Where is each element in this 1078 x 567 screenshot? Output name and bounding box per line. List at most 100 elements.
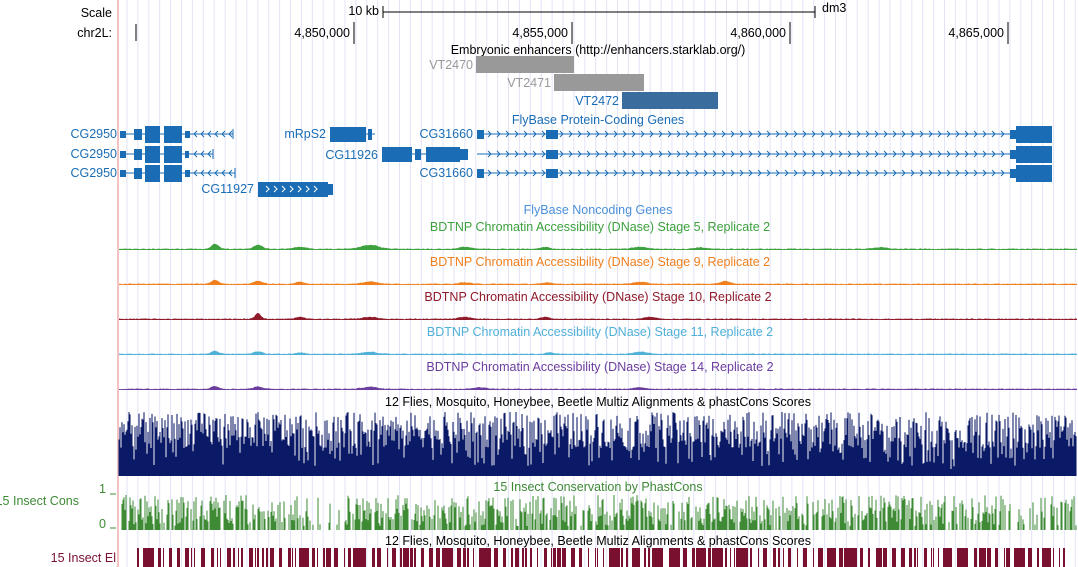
enhancer-label: VT2470 — [429, 58, 473, 72]
gene-cg2950-3[interactable]: CG2950 — [70, 165, 236, 182]
dnase-signal — [119, 350, 1077, 355]
chevron-arrow — [193, 150, 212, 158]
gene-exon — [460, 149, 468, 160]
multiz-alignment-track[interactable]: 12 Flies, Mosquito, Honeybee, Beetle Mul… — [118, 395, 1077, 476]
gene-cg2950-1[interactable]: CG2950 — [70, 126, 234, 143]
gene-label: CG11926 — [325, 148, 378, 162]
gene-exon — [134, 129, 142, 140]
enhancers-track-title: Embryonic enhancers (http://enhancers.st… — [451, 43, 746, 57]
dnase-signal — [119, 313, 1077, 320]
gene-cg31660-2[interactable]: CG31660 — [419, 146, 1052, 182]
axis-min-label: 0 — [99, 517, 106, 531]
chevron-arrow — [487, 169, 1005, 177]
gene-label: CG11927 — [201, 182, 254, 196]
gene-mrps2[interactable]: mRpS2 — [284, 127, 375, 142]
scale-label: Scale — [81, 6, 112, 20]
gene-exon — [134, 168, 142, 179]
gene-exon — [477, 130, 484, 139]
gene-exon — [1016, 126, 1052, 143]
dnase-track-title: BDTNP Chromatin Accessibility (DNase) St… — [427, 325, 773, 339]
dnase-stage11-track[interactable]: BDTNP Chromatin Accessibility (DNase) St… — [119, 325, 1077, 355]
chevron-arrow — [193, 169, 233, 177]
ruler-tick-label: 4,855,000 — [512, 26, 568, 40]
phastcons-track[interactable]: 15 Insect Conservation by PhastCons 15 I… — [0, 480, 1077, 531]
gene-exon — [368, 129, 372, 140]
gene-cg11926[interactable]: CG11926 — [325, 147, 468, 162]
strand-arrows — [487, 130, 1005, 138]
dnase-track-title: BDTNP Chromatin Accessibility (DNase) St… — [430, 255, 770, 269]
gene-exon — [164, 126, 182, 143]
gene-label: CG31660 — [419, 127, 473, 141]
base-position-ruler[interactable]: Scale chr2L: 10 kb dm3 4,850,000 4,855,0… — [77, 1, 1009, 44]
chrom-label: chr2L: — [77, 26, 112, 40]
gene-cg31660-1[interactable]: CG31660 — [419, 126, 1052, 143]
gene-exon — [185, 170, 190, 177]
enhancer-vt2471[interactable] — [554, 74, 644, 91]
conserved-elements-track[interactable]: 12 Flies, Mosquito, Honeybee, Beetle Mul… — [51, 534, 1065, 567]
gene-exon — [185, 151, 189, 158]
chevron-arrow — [487, 130, 1005, 138]
axis-max-label: 1 — [99, 482, 106, 496]
dnase-track-title: BDTNP Chromatin Accessibility (DNase) St… — [430, 220, 770, 234]
gene-cg2950-2[interactable]: CG2950 — [70, 146, 214, 163]
dnase-stage9-track[interactable]: BDTNP Chromatin Accessibility (DNase) St… — [119, 255, 1077, 285]
gene-exon — [1010, 130, 1016, 139]
gene-exon — [1010, 150, 1016, 159]
dnase-signal — [119, 243, 1077, 250]
gene-label: CG31660 — [419, 166, 473, 180]
multiz-signal — [118, 412, 1077, 476]
gene-exon — [326, 184, 333, 195]
gene-exon — [185, 131, 190, 138]
gene-exon — [546, 150, 558, 159]
gene-exon — [477, 169, 484, 178]
enhancer-label: VT2471 — [507, 76, 551, 90]
gene-exon — [164, 165, 182, 182]
chevron-arrow — [193, 130, 233, 138]
enhancer-vt2472[interactable] — [622, 92, 718, 109]
phastcons-signal — [121, 495, 1077, 530]
gene-cg11927[interactable]: CG11927 — [201, 182, 333, 197]
dnase-stage14-track[interactable]: BDTNP Chromatin Accessibility (DNase) St… — [119, 360, 1077, 390]
chevron-arrow — [487, 150, 1005, 158]
ruler-tick-label: 4,860,000 — [730, 26, 786, 40]
gene-label: CG2950 — [70, 127, 117, 141]
gene-exon — [382, 147, 412, 162]
protein-genes-track-title: FlyBase Protein-Coding Genes — [512, 113, 684, 127]
multiz-track-title: 12 Flies, Mosquito, Honeybee, Beetle Mul… — [385, 395, 811, 409]
enhancer-vt2470[interactable] — [476, 56, 574, 73]
gene-exon — [415, 149, 421, 160]
gene-exon — [546, 130, 558, 139]
dnase-signal — [119, 385, 1077, 390]
gene-exon — [1016, 146, 1052, 163]
gene-exon — [546, 169, 558, 178]
gene-exon — [145, 165, 160, 182]
gene-exon — [145, 146, 160, 163]
gene-exon — [120, 151, 126, 158]
gene-exon — [120, 170, 126, 177]
scale-value: 10 kb — [348, 4, 379, 18]
strand-arrows — [487, 169, 1005, 177]
noncoding-genes-track-title[interactable]: FlyBase Noncoding Genes — [524, 203, 673, 217]
phastcons-side-label: 15 Insect Cons — [0, 494, 79, 508]
phastcons-track-title: 15 Insect Conservation by PhastCons — [493, 480, 702, 494]
assembly-label: dm3 — [822, 1, 846, 15]
gene-exon — [134, 149, 142, 160]
strand-arrows — [193, 130, 233, 177]
dnase-stage5-track[interactable]: BDTNP Chromatin Accessibility (DNase) St… — [119, 220, 1077, 250]
elements-track-title: 12 Flies, Mosquito, Honeybee, Beetle Mul… — [385, 534, 811, 548]
strand-arrows — [487, 150, 1005, 158]
dnase-signal — [119, 279, 1077, 285]
protein-coding-genes-track[interactable]: FlyBase Protein-Coding Genes CG2950 CG29… — [70, 113, 1052, 197]
gene-exon — [1010, 169, 1016, 178]
gene-label: CG2950 — [70, 147, 117, 161]
elements-side-label: 15 Insect El — [51, 551, 116, 565]
gene-label: mRpS2 — [284, 127, 326, 141]
enhancers-track[interactable]: Embryonic enhancers (http://enhancers.st… — [429, 43, 745, 109]
gene-label: CG2950 — [70, 166, 117, 180]
dnase-track-title: BDTNP Chromatin Accessibility (DNase) St… — [426, 360, 773, 374]
gene-exon — [1016, 165, 1052, 182]
chevron-arrow — [265, 185, 318, 193]
dnase-stage10-track[interactable]: BDTNP Chromatin Accessibility (DNase) St… — [119, 290, 1077, 320]
enhancer-label: VT2472 — [575, 94, 619, 108]
